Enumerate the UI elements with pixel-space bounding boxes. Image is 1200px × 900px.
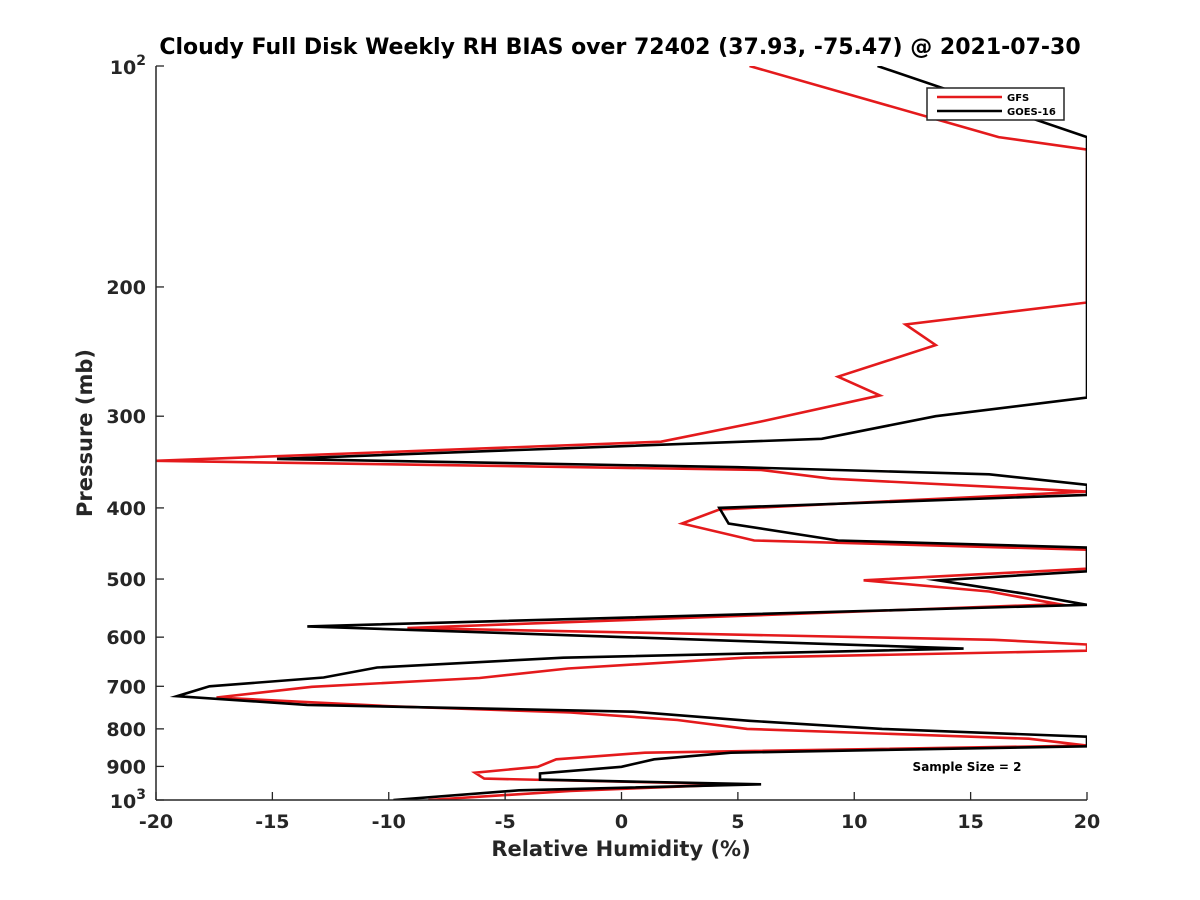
x-tick-label: -5	[495, 811, 516, 833]
series-line-gfs	[156, 66, 1087, 800]
y-tick-label: 500	[106, 569, 146, 591]
x-tick-label: -20	[139, 811, 173, 833]
y-tick-label: 103	[110, 787, 146, 813]
x-tick-label: 10	[841, 811, 867, 833]
x-tick-label: -15	[255, 811, 289, 833]
y-tick-label: 800	[106, 719, 146, 741]
x-tick-label: 20	[1074, 811, 1100, 833]
axes: -20 -15 -10 -5 0 5 10 15 20 200 300 400 500 600 700 800…	[106, 53, 1100, 833]
x-tick-label: 5	[731, 811, 744, 833]
series-line-goes-16	[169, 66, 1087, 800]
y-tick-label: 102	[110, 53, 146, 79]
x-tick-label: 15	[957, 811, 983, 833]
sample-size-annotation: Sample Size = 2	[913, 760, 1022, 774]
y-tick-label: 700	[106, 676, 146, 698]
x-tick-label: -10	[372, 811, 406, 833]
legend-label: GFS	[1007, 93, 1029, 104]
legend-label: GOES-16	[1007, 107, 1056, 118]
legend-box	[926, 87, 1065, 121]
x-tick-label: 0	[615, 811, 628, 833]
x-axis-label: Relative Humidity (%)	[491, 837, 750, 861]
y-tick-label: 600	[106, 627, 146, 649]
y-tick-label: 200	[106, 277, 146, 299]
chart-title: Cloudy Full Disk Weekly RH BIAS over 724…	[159, 35, 1080, 60]
y-tick-label: 300	[106, 406, 146, 428]
y-tick-label: 400	[106, 498, 146, 520]
legend: GFS GOES-16	[926, 87, 1065, 121]
y-axis-label: Pressure (mb)	[73, 349, 97, 517]
y-tick-label: 900	[106, 756, 146, 778]
plot-area	[156, 66, 1087, 800]
